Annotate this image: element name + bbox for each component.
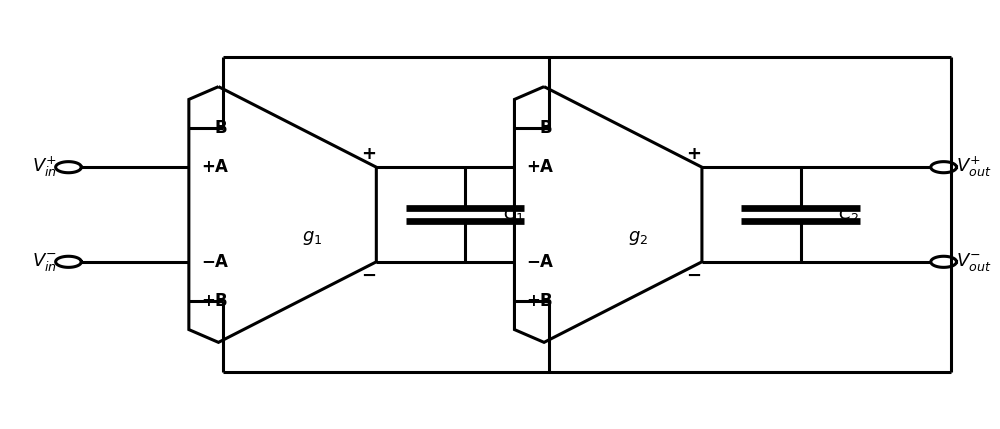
Text: $\mathbf{-A}$: $\mathbf{-A}$ [201, 253, 229, 271]
Text: $\mathbf{+A}$: $\mathbf{+A}$ [526, 158, 555, 176]
Text: $V_{in}^{-}$: $V_{in}^{-}$ [32, 251, 57, 273]
Text: $g_2$: $g_2$ [628, 229, 648, 247]
Text: $\mathbf{-B}$: $\mathbf{-B}$ [201, 118, 228, 136]
Text: $\mathbf{+}$: $\mathbf{+}$ [361, 145, 376, 163]
Text: $\mathbf{-}$: $\mathbf{-}$ [361, 266, 376, 284]
Text: $C_1$: $C_1$ [503, 205, 524, 224]
Text: $V_{out}^{+}$: $V_{out}^{+}$ [956, 155, 992, 179]
Text: $\mathbf{+}$: $\mathbf{+}$ [686, 145, 702, 163]
Text: $\mathbf{+A}$: $\mathbf{+A}$ [201, 158, 229, 176]
Text: $C_2$: $C_2$ [838, 205, 859, 224]
Text: $\mathbf{-}$: $\mathbf{-}$ [686, 266, 702, 284]
Text: $\mathbf{+B}$: $\mathbf{+B}$ [201, 293, 228, 311]
Text: $\mathbf{-B}$: $\mathbf{-B}$ [526, 118, 554, 136]
Text: $V_{out}^{-}$: $V_{out}^{-}$ [956, 251, 992, 273]
Text: $g_1$: $g_1$ [302, 229, 322, 247]
Text: $\mathbf{+B}$: $\mathbf{+B}$ [526, 293, 554, 311]
Text: $V_{in}^{+}$: $V_{in}^{+}$ [32, 155, 57, 179]
Text: $\mathbf{-A}$: $\mathbf{-A}$ [526, 253, 555, 271]
